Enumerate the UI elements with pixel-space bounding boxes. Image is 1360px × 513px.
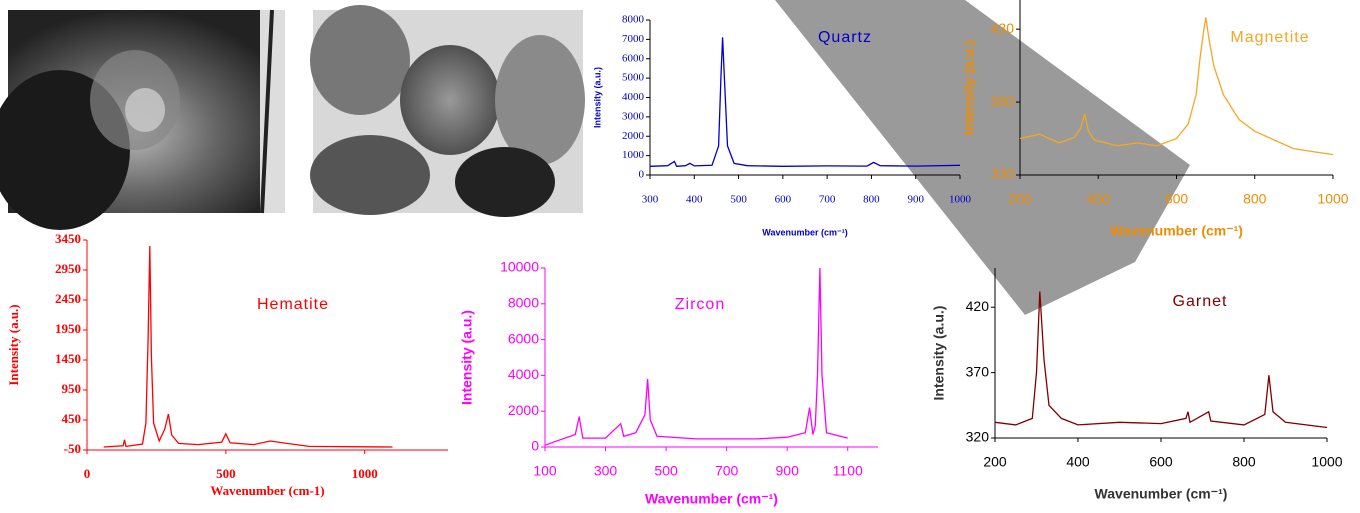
y-axis-label: Intensity (a.u.) — [931, 306, 947, 401]
x-axis-label: Wavenumber (cm⁻¹) — [1095, 486, 1228, 502]
y-axis-label: Intensity (a.u.) — [961, 40, 977, 135]
y-tick-label: 3450 — [55, 231, 81, 246]
y-tick-label: 420 — [966, 298, 990, 314]
y-tick-label: 2450 — [55, 291, 81, 306]
y-axis-label: Intensity (a.u.) — [459, 310, 475, 405]
y-tick-label: 3000 — [622, 110, 645, 122]
chart-title: Hematite — [257, 296, 329, 313]
chart-title: Quartz — [818, 29, 872, 46]
y-tick-label: 320 — [966, 429, 990, 445]
y-tick-label: 1450 — [55, 351, 81, 366]
x-tick-label: 1100 — [833, 463, 863, 479]
y-tick-label: 950 — [62, 381, 82, 396]
overlay-shape — [775, 0, 1190, 315]
figure: 0100020003000400050006000700080003004005… — [0, 0, 1360, 513]
y-tick-label: 10000 — [500, 259, 539, 275]
x-tick-label: 500 — [654, 463, 678, 479]
y-tick-label: 5000 — [622, 72, 645, 84]
x-tick-label: 900 — [907, 194, 924, 206]
y-axis-label: Intensity (a.u.) — [592, 67, 602, 128]
x-tick-label: 800 — [1243, 191, 1267, 207]
y-tick-label: 370 — [966, 363, 990, 379]
y-tick-label: -50 — [64, 441, 81, 456]
x-tick-label: 1000 — [1317, 191, 1348, 207]
y-tick-label: 1950 — [55, 321, 81, 336]
y-tick-label: 1000 — [622, 149, 645, 161]
y-tick-label: 6000 — [622, 52, 645, 64]
y-tick-label: 450 — [62, 411, 82, 426]
x-tick-label: 0 — [84, 466, 91, 481]
y-tick-label: 330 — [991, 166, 1015, 182]
y-tick-label: 8000 — [622, 14, 645, 26]
x-axis-label: Wavenumber (cm⁻¹) — [645, 491, 778, 507]
x-tick-label: 300 — [642, 194, 659, 206]
y-tick-label: 380 — [991, 93, 1015, 109]
y-tick-label: 8000 — [508, 295, 539, 311]
photo — [0, 10, 285, 230]
chart-title: Garnet — [1173, 293, 1228, 310]
x-tick-label: 200 — [983, 454, 1007, 470]
spectrum-line — [104, 246, 393, 447]
x-tick-label: 600 — [1165, 191, 1189, 207]
x-tick-label: 400 — [1087, 191, 1111, 207]
x-tick-label: 1000 — [352, 466, 378, 481]
x-tick-label: 200 — [1008, 191, 1032, 207]
y-tick-label: 4000 — [508, 366, 539, 382]
x-tick-label: 500 — [730, 194, 747, 206]
x-tick-label: 400 — [686, 194, 703, 206]
y-tick-label: 2000 — [508, 402, 539, 418]
x-tick-label: 800 — [863, 194, 880, 206]
y-tick-label: 430 — [991, 20, 1015, 36]
x-tick-label: 600 — [1149, 454, 1173, 470]
x-axis-label: Wavenumber (cm-1) — [210, 483, 324, 498]
x-axis-label: Wavenumber (cm⁻¹) — [1110, 223, 1243, 239]
y-axis-label: Intensity (a.u.) — [6, 304, 21, 385]
x-tick-label: 100 — [533, 463, 557, 479]
y-tick-label: 2000 — [622, 130, 645, 142]
y-tick-label: 2950 — [55, 261, 81, 276]
spectrum-line — [995, 292, 1327, 428]
x-tick-label: 700 — [819, 194, 836, 206]
x-tick-label: 400 — [1066, 454, 1090, 470]
y-tick-label: 4000 — [622, 91, 645, 103]
photo — [310, 5, 585, 217]
x-tick-label: 600 — [775, 194, 792, 206]
x-tick-label: 1000 — [1311, 454, 1342, 470]
y-tick-label: 0 — [639, 169, 645, 181]
x-tick-label: 1000 — [949, 194, 972, 206]
x-axis-label: Wavenumber (cm⁻¹) — [762, 227, 847, 237]
x-tick-label: 800 — [1232, 454, 1256, 470]
x-tick-label: 700 — [715, 463, 739, 479]
y-tick-label: 7000 — [622, 33, 645, 45]
x-tick-label: 900 — [776, 463, 800, 479]
y-tick-label: 0 — [531, 438, 539, 454]
x-tick-label: 500 — [216, 466, 236, 481]
chart-title: Magnetite — [1230, 29, 1309, 46]
chart-title: Zircon — [675, 296, 725, 313]
y-tick-label: 6000 — [508, 330, 539, 346]
spectrum-line — [545, 268, 848, 445]
x-tick-label: 300 — [594, 463, 618, 479]
